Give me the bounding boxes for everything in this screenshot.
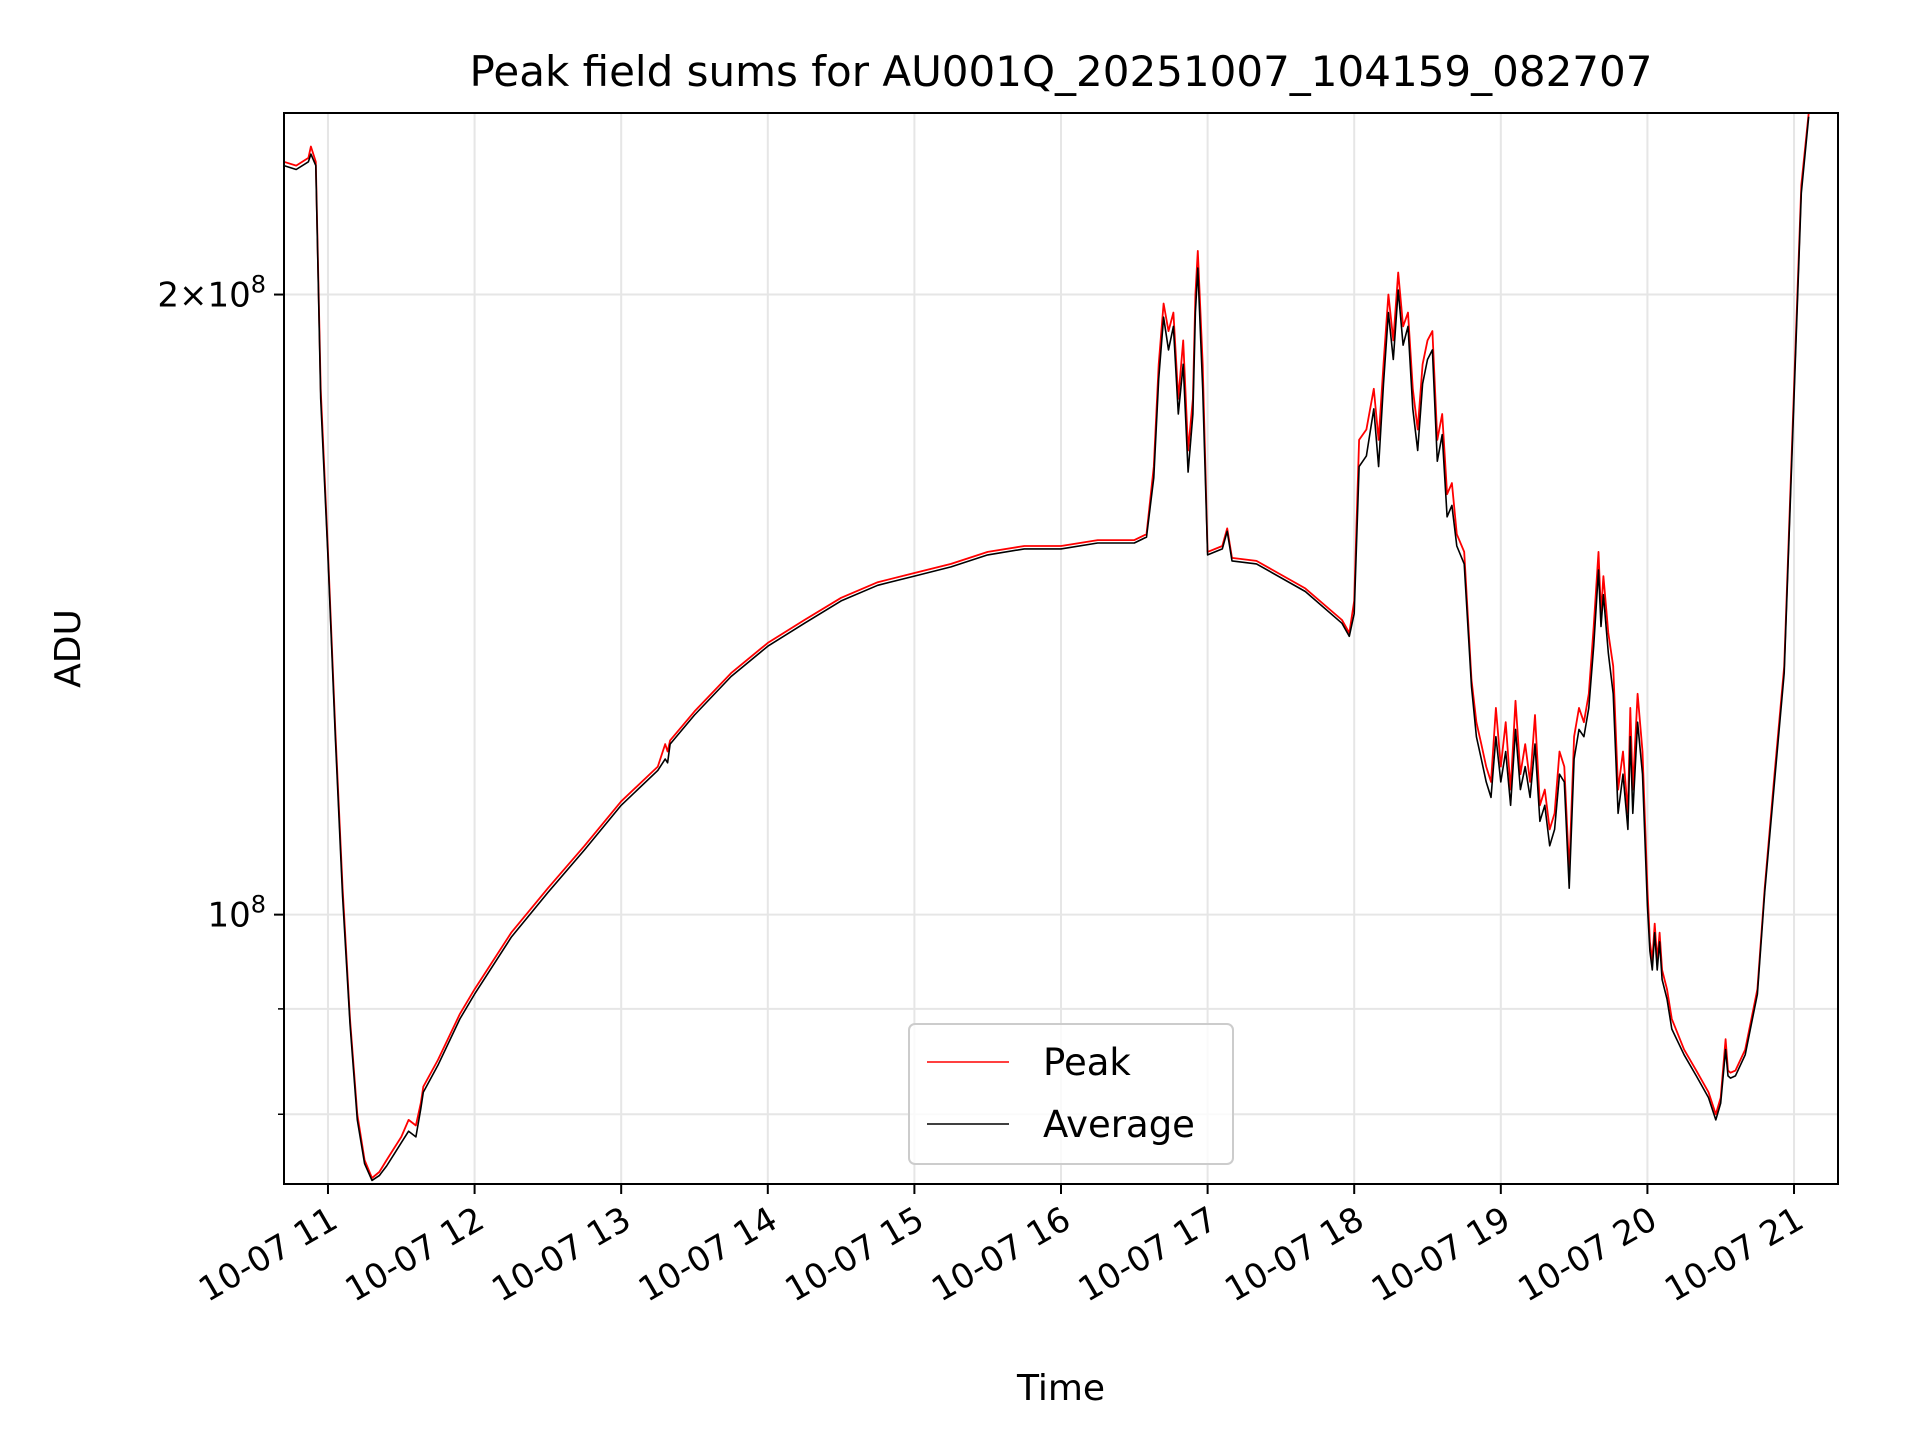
series-line-average [283,116,1810,1182]
legend-box [908,1023,1234,1165]
series-layer [283,112,1810,1182]
legend-label-peak: Peak [1043,1041,1131,1084]
legend: Peak Average [908,1023,1234,1165]
y-tick-label: 2×108 [157,271,266,316]
x-axis-title: Time [1016,1368,1105,1409]
y-tick-label: 108 [207,891,266,936]
y-axis-title: ADU [48,609,89,688]
chart-title: Peak field sums for AU001Q_20251007_1041… [470,47,1653,96]
legend-label-average: Average [1043,1103,1195,1146]
